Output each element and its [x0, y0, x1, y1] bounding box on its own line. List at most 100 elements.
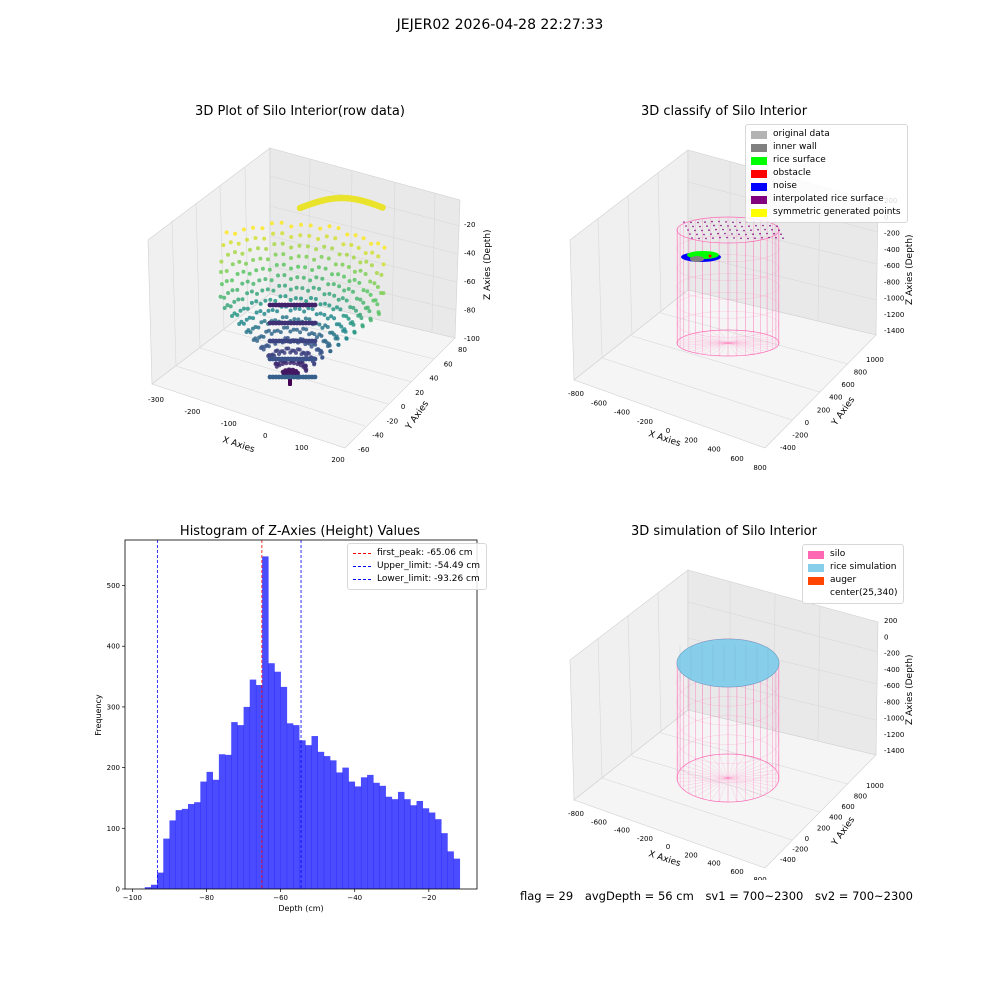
raw-data-point [219, 259, 224, 264]
histogram-bar [453, 858, 461, 889]
simulation-rice-surface [676, 638, 780, 688]
classify-interpolated-point [766, 232, 768, 235]
raw-data-point [272, 329, 277, 334]
classify-interpolated-point [689, 233, 691, 235]
classify-silo-floor-line [727, 342, 738, 356]
raw-data-point [322, 292, 327, 297]
classify-interpolated-point [710, 233, 712, 235]
raw-data-point [280, 362, 285, 366]
raw-data-point [302, 309, 307, 314]
simulation-3d-plot: -800-600-400-2000200400600800-400-200020… [568, 569, 915, 880]
raw-data-point [281, 262, 286, 267]
classify-silo-floor-line [702, 342, 729, 355]
raw-data-point [349, 243, 354, 247]
raw-data-point [299, 222, 303, 227]
raw-data-point [307, 332, 312, 337]
simulation-legend-item: center(25,340) [808, 587, 897, 600]
raw-data-point [301, 275, 306, 280]
simulation-x-tick-label: -200 [637, 835, 653, 843]
histogram-bar [404, 799, 411, 889]
histogram-bar [305, 745, 312, 889]
simulation-y-tick-label: 200 [817, 824, 830, 832]
raw-data-point [228, 240, 233, 245]
raw-data-point [289, 266, 293, 271]
raw-data-point [270, 352, 275, 357]
raw-data-point [326, 282, 331, 287]
classify-silo-floor-line [727, 342, 768, 352]
status-bar: flag = 29 avgDepth = 56 cm sv1 = 700~230… [520, 889, 921, 903]
classify-legend-item: inner wall [751, 141, 901, 154]
histogram-bar [391, 799, 399, 889]
histogram-bar [206, 771, 213, 889]
raw-data-point [368, 316, 373, 321]
histogram-bar [441, 833, 448, 889]
histogram-x-tick-label: −20 [421, 894, 436, 902]
raw-data-point [344, 336, 349, 341]
raw-data-point [345, 232, 350, 237]
classify-silo-floor-line [727, 340, 779, 344]
raw-data-point [296, 317, 301, 322]
classify-silo-floor-line [683, 342, 729, 350]
classify-interpolated-point [748, 225, 750, 227]
raw-data-point [263, 298, 268, 303]
raw-data-point [251, 338, 256, 342]
classify-interpolated-point [732, 221, 734, 224]
raw-data-point [294, 327, 299, 332]
raw-data-point [350, 320, 355, 325]
raw-data-point [299, 296, 303, 301]
classify-legend-swatch [751, 130, 767, 139]
classify-interpolated-point [699, 225, 701, 228]
histogram-bar [317, 751, 325, 889]
raw-data-point [292, 348, 297, 353]
classify-interpolated-point [734, 225, 736, 228]
histogram-legend-swatch [353, 579, 371, 580]
classify-z-tick-label: -800 [884, 278, 900, 286]
histogram-bar [231, 722, 238, 889]
raw-data-point [254, 310, 259, 315]
raw-data-point [295, 347, 300, 352]
raw-z-tick-label: -60 [464, 278, 475, 286]
raw-data-point [335, 305, 339, 310]
raw-data-point [298, 330, 303, 335]
raw-data-point [301, 364, 306, 369]
raw-data-point [357, 280, 362, 285]
histogram-x-tick-label: −40 [347, 894, 362, 902]
classify-interpolated-point [731, 233, 733, 235]
raw-data-point [323, 301, 327, 306]
simulation-silo-floor-line [680, 769, 729, 779]
raw-data-point [340, 296, 345, 301]
classify-silo-floor-line [677, 340, 729, 344]
classify-interpolated-point [703, 233, 705, 236]
raw-data-point [283, 283, 287, 288]
raw-data-point [304, 368, 309, 373]
simulation-silo-floor-line [702, 757, 729, 779]
raw-data-point [259, 334, 264, 339]
raw-data-point [288, 350, 293, 355]
raw-data-point [336, 226, 341, 231]
raw-data-point [279, 220, 284, 225]
raw-z-tick-label: -80 [464, 307, 475, 315]
raw-y-tick-label: 80 [458, 346, 467, 354]
raw-data-point [288, 361, 293, 365]
raw-data-point [352, 277, 357, 282]
raw-data-point [314, 312, 319, 317]
classify-x-tick-label: -600 [591, 399, 607, 407]
histogram-bar [373, 782, 380, 889]
raw-data-point [333, 262, 338, 267]
simulation-z-tick-label: -600 [884, 682, 900, 690]
raw-data-point [289, 235, 294, 239]
simulation-silo-ring [676, 734, 780, 783]
histogram-bar [354, 786, 362, 889]
histogram-bar [200, 781, 207, 889]
simulation-silo-floor-line [727, 754, 738, 779]
histogram-x-tick-label: −100 [123, 894, 142, 902]
raw-data-point [292, 317, 297, 322]
raw-z-tick-label: -100 [464, 335, 480, 343]
raw-data-point [296, 254, 301, 259]
histogram-bar [255, 685, 263, 889]
raw-data-point [288, 277, 293, 281]
histogram-legend: first_peak: -65.06 cm Upper_limit: -54.49… [347, 543, 488, 590]
classify-x-tick-label: 0 [666, 427, 670, 435]
raw-data-point [230, 262, 235, 267]
raw-data-point [324, 340, 329, 345]
